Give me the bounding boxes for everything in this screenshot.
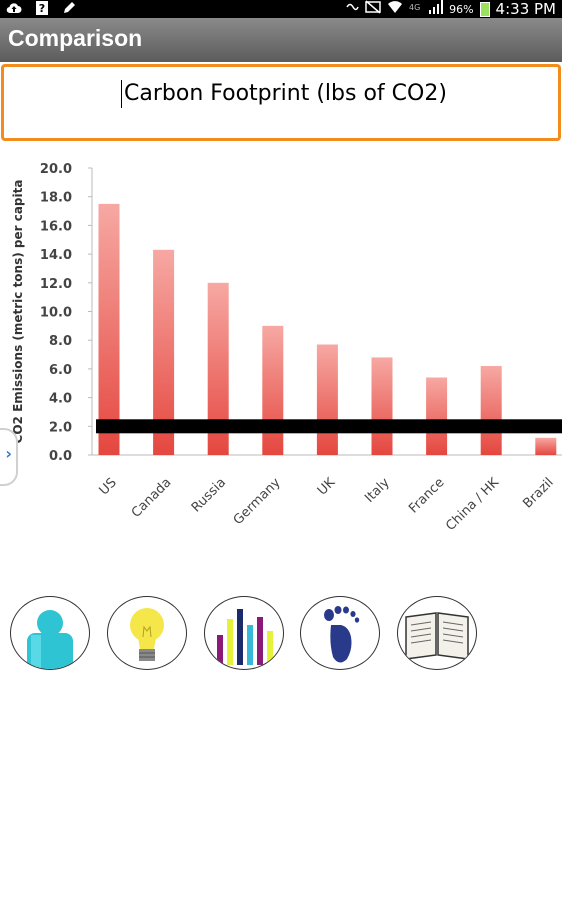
4g-icon: 4G [409, 1, 423, 17]
status-time: 4:33 PM [495, 0, 556, 18]
y-tick-label: 12.0 [40, 277, 72, 292]
signal-icon [429, 0, 444, 18]
chevron-right-icon: › [5, 444, 12, 463]
bar [153, 249, 175, 455]
y-axis-label: CO2 Emissions (metric tons) per capita [11, 180, 25, 444]
y-tick-label: 4.0 [49, 392, 72, 407]
y-tick-label: 6.0 [49, 363, 72, 378]
x-tick-label: France [406, 475, 447, 516]
lightbulb-icon[interactable] [107, 596, 187, 670]
x-tick-label: Brazil [520, 475, 556, 511]
x-tick-label: UK [315, 475, 339, 499]
help-icon: ? [36, 1, 48, 19]
status-right-icons: 4G 96% 4:33 PM [345, 0, 556, 18]
battery-percent: 96% [449, 2, 474, 16]
x-tick-label: US [97, 475, 120, 498]
status-left-icons: ? [6, 1, 76, 19]
bar [426, 377, 448, 455]
chart-canvas: 0.0 2.0 4.0 6.0 8.0 10.0 12.0 14.0 16.0 18.0 20.0 C… [11, 162, 562, 534]
bar [207, 282, 229, 455]
svg-text:?: ? [39, 2, 45, 15]
edit-icon [62, 1, 76, 19]
reference-line [96, 419, 562, 434]
y-tick-label: 20.0 [40, 162, 72, 177]
book-icon[interactable] [397, 596, 477, 670]
mute-icon [365, 0, 381, 18]
y-tick-label: 8.0 [49, 334, 72, 349]
y-tick-label: 16.0 [40, 219, 72, 234]
bar [371, 357, 393, 455]
side-drawer-handle[interactable]: › [0, 428, 18, 486]
status-bar: ? 4G 96% 4:33 PM [0, 0, 562, 18]
bar [262, 325, 284, 455]
wifi-icon [387, 0, 403, 18]
x-tick-label: China / HK [443, 475, 502, 534]
title-text-field[interactable]: Carbon Footprint (lbs of CO2) [1, 64, 561, 141]
bar-chart-icon[interactable] [204, 596, 284, 670]
y-tick-label: 14.0 [40, 248, 72, 263]
nfc-icon [345, 1, 359, 17]
x-tick-label: Russia [189, 475, 229, 515]
page-title: Comparison [8, 25, 143, 51]
y-tick-label: 2.0 [49, 420, 72, 435]
y-tick-label: 0.0 [49, 449, 72, 464]
bar [98, 203, 120, 455]
title-bar: Comparison [0, 18, 562, 62]
y-tick-label: 18.0 [40, 191, 72, 206]
co2-bar-chart: 0.0 2.0 4.0 6.0 8.0 10.0 12.0 14.0 16.0 18.0 20.0 C… [0, 150, 562, 570]
x-tick-label: Canada [129, 475, 175, 521]
title-text-value: Carbon Footprint (lbs of CO2) [121, 80, 447, 108]
bar [480, 366, 502, 455]
icon-row [0, 596, 562, 676]
battery-icon [479, 1, 490, 17]
svg-text:4G: 4G [409, 3, 420, 12]
x-tick-label: Germany [231, 475, 284, 528]
person-icon[interactable] [10, 596, 90, 670]
x-tick-label: Italy [362, 475, 393, 506]
footprint-icon[interactable] [300, 596, 380, 670]
bar [316, 344, 338, 455]
bar [535, 437, 557, 455]
cloud-upload-icon [6, 2, 22, 18]
y-tick-label: 10.0 [40, 306, 72, 321]
